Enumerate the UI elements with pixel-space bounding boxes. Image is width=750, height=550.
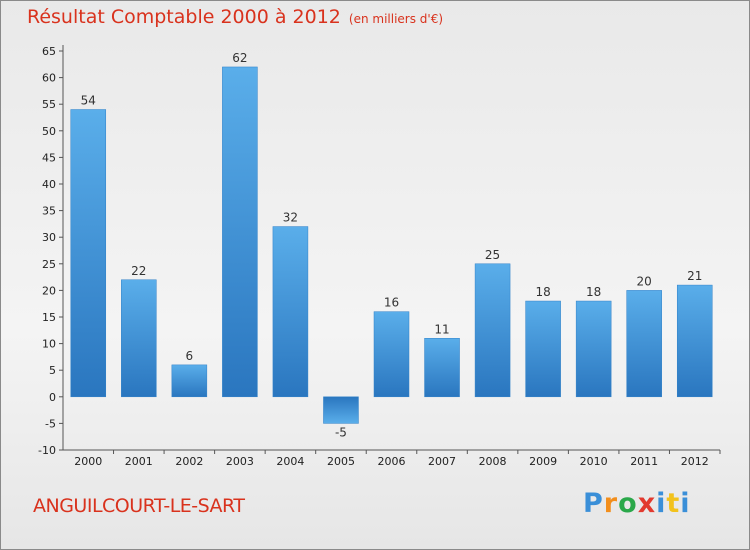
x-tick-label: 2005 [327, 455, 355, 468]
bar-value-label: 16 [384, 296, 399, 310]
y-tick-label: 45 [42, 151, 56, 164]
bar [171, 364, 208, 398]
bar-value-label: 21 [687, 269, 702, 283]
y-tick-label: 30 [42, 231, 56, 244]
bar [323, 396, 359, 424]
x-tick-label: 2008 [479, 455, 507, 468]
x-tick-label: 2007 [428, 455, 456, 468]
y-tick-label: 40 [42, 178, 56, 191]
bar [525, 300, 561, 398]
x-tick-label: 2003 [226, 455, 254, 468]
y-tick-label: 0 [49, 391, 56, 404]
y-tick-label: 35 [42, 205, 56, 218]
bar-value-label: 22 [131, 264, 146, 278]
bar-value-label: 18 [586, 285, 601, 299]
bar [676, 284, 713, 398]
bar-value-label: 20 [637, 274, 652, 288]
x-tick-label: 2009 [529, 455, 557, 468]
x-tick-label: 2010 [580, 455, 608, 468]
bar [70, 109, 107, 398]
x-tick-label: 2001 [125, 455, 153, 468]
title-text: Résultat Comptable 2000 à 2012 [27, 6, 341, 28]
x-tick-label: 2006 [378, 455, 406, 468]
bar-value-label: 11 [434, 322, 449, 336]
x-tick-label: 2000 [74, 455, 102, 468]
bar [474, 263, 511, 398]
bar [222, 66, 258, 398]
x-tick-label: 2012 [681, 455, 709, 468]
bar [575, 300, 612, 398]
chart-title: Résultat Comptable 2000 à 2012 (en millie… [27, 6, 443, 28]
x-tick-label: 2004 [276, 455, 304, 468]
y-tick-label: 50 [42, 125, 56, 138]
bar [272, 226, 309, 398]
bar [121, 279, 157, 398]
y-tick-label: -10 [38, 444, 56, 457]
commune-name: ANGUILCOURT-LE-SART [33, 495, 245, 517]
bar [424, 338, 460, 398]
bar-value-label: 6 [186, 349, 194, 363]
y-tick-label: 60 [42, 72, 56, 85]
y-tick-label: 20 [42, 284, 56, 297]
bar [626, 290, 662, 398]
y-tick-label: 65 [42, 45, 56, 58]
bar-value-label: 25 [485, 248, 500, 262]
y-tick-label: 55 [42, 98, 56, 111]
x-tick-label: 2011 [630, 455, 658, 468]
y-tick-label: -5 [45, 417, 56, 430]
bar-value-label: 32 [283, 211, 298, 225]
bar [373, 311, 410, 398]
bar-value-label: 18 [535, 285, 550, 299]
y-tick-label: 15 [42, 311, 56, 324]
proxiti-logo[interactable]: Proxiti [583, 488, 691, 519]
title-unit: (en milliers d'€) [348, 12, 444, 26]
y-tick-label: 10 [42, 338, 56, 351]
y-tick-label: 5 [49, 364, 56, 377]
x-tick-label: 2002 [175, 455, 203, 468]
y-tick-label: 25 [42, 258, 56, 271]
bar-value-label: -5 [335, 425, 347, 439]
bar-value-label: 54 [81, 94, 96, 108]
bar-value-label: 62 [232, 51, 247, 65]
